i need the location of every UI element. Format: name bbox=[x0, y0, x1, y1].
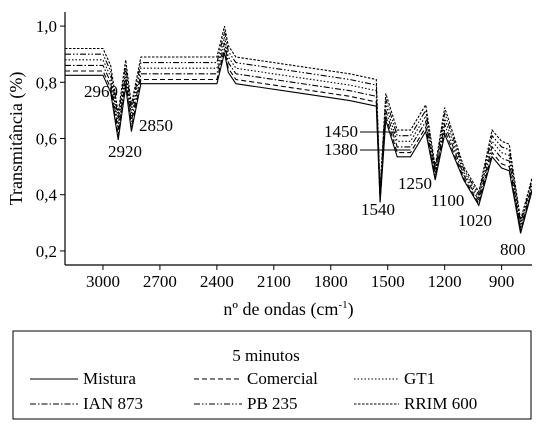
y-tick-label: 0,8 bbox=[36, 73, 57, 92]
peak-label-1540: 1540 bbox=[361, 200, 395, 219]
legend-label-rrim-600: RRIM 600 bbox=[404, 394, 477, 413]
y-tick-label: 0,6 bbox=[36, 130, 57, 149]
x-tick-label: 1200 bbox=[428, 272, 462, 291]
axes: 3000 2700 2400 2100 1800 1500 1200 900 0,2 0,4 0,6… bbox=[6, 12, 532, 320]
x-tick-label: 3000 bbox=[86, 272, 120, 291]
x-tick-label: 1800 bbox=[314, 272, 348, 291]
peak-label-1250: 1250 bbox=[398, 174, 432, 193]
peak-label-800: 800 bbox=[500, 240, 526, 259]
x-tick-label: 900 bbox=[489, 272, 515, 291]
peak-label-2920: 2920 bbox=[108, 142, 142, 161]
x-axis-title-main: nº de ondas (cm bbox=[223, 299, 338, 320]
x-tick-label: 2100 bbox=[257, 272, 291, 291]
plot-area bbox=[65, 25, 532, 234]
peak-label-2960: 2960 bbox=[84, 82, 118, 101]
legend-label-comercial: Comercial bbox=[247, 369, 318, 388]
x-axis-title-close: ) bbox=[348, 299, 354, 320]
x-tick-label: 1500 bbox=[371, 272, 405, 291]
legend-label-pb-235: PB 235 bbox=[247, 394, 298, 413]
y-tick-label: 1,0 bbox=[36, 17, 57, 36]
y-tick-label: 0,2 bbox=[36, 242, 57, 261]
y-axis-title: Transmitância (%) bbox=[6, 72, 27, 206]
peak-label-1450: 1450 bbox=[324, 122, 358, 141]
x-tick-label: 2700 bbox=[143, 272, 177, 291]
x-axis-title-sup: -1 bbox=[338, 299, 347, 311]
peak-label-1380: 1380 bbox=[324, 140, 358, 159]
peak-label-1100: 1100 bbox=[431, 191, 464, 210]
series-line-pb-235 bbox=[65, 31, 532, 223]
legend-label-gt1: GT1 bbox=[404, 369, 435, 388]
x-tick-label: 2400 bbox=[200, 272, 234, 291]
y-tick-label: 0,4 bbox=[36, 186, 58, 205]
peak-label-2850: 2850 bbox=[139, 116, 173, 135]
legend-label-ian-873: IAN 873 bbox=[83, 394, 143, 413]
legend-title: 5 minutos bbox=[232, 346, 300, 365]
legend: 5 minutos Mistura Comercial GT1 IAN 873 PB 23… bbox=[12, 330, 532, 420]
peak-label-1020: 1020 bbox=[458, 211, 492, 230]
legend-box bbox=[12, 330, 532, 420]
series-line-rrim-600 bbox=[65, 25, 532, 221]
legend-label-mistura: Mistura bbox=[83, 369, 136, 388]
x-axis-title: nº de ondas (cm-1) bbox=[223, 299, 353, 320]
